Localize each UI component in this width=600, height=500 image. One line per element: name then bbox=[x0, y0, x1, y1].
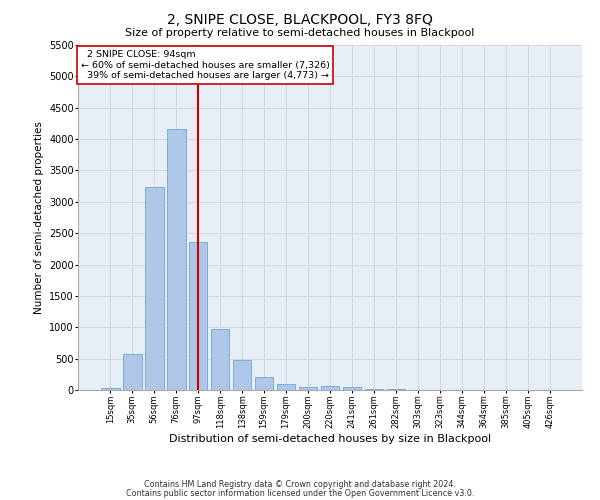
Bar bbox=[320, 386, 340, 390]
Bar bbox=[145, 188, 164, 390]
Text: Size of property relative to semi-detached houses in Blackpool: Size of property relative to semi-detach… bbox=[125, 28, 475, 38]
Bar bbox=[343, 387, 361, 390]
Bar bbox=[167, 129, 185, 390]
Text: Contains HM Land Registry data © Crown copyright and database right 2024.: Contains HM Land Registry data © Crown c… bbox=[144, 480, 456, 489]
Bar bbox=[299, 386, 317, 390]
Text: 2 SNIPE CLOSE: 94sqm
← 60% of semi-detached houses are smaller (7,326)
  39% of : 2 SNIPE CLOSE: 94sqm ← 60% of semi-detac… bbox=[80, 50, 329, 80]
Bar bbox=[211, 329, 229, 390]
Bar bbox=[189, 242, 208, 390]
Bar bbox=[277, 384, 295, 390]
Bar bbox=[233, 360, 251, 390]
Text: Contains public sector information licensed under the Open Government Licence v3: Contains public sector information licen… bbox=[126, 488, 474, 498]
Text: 2, SNIPE CLOSE, BLACKPOOL, FY3 8FQ: 2, SNIPE CLOSE, BLACKPOOL, FY3 8FQ bbox=[167, 12, 433, 26]
Bar bbox=[365, 388, 383, 390]
Y-axis label: Number of semi-detached properties: Number of semi-detached properties bbox=[34, 121, 44, 314]
Bar bbox=[101, 388, 119, 390]
Bar bbox=[123, 354, 142, 390]
X-axis label: Distribution of semi-detached houses by size in Blackpool: Distribution of semi-detached houses by … bbox=[169, 434, 491, 444]
Bar bbox=[255, 377, 274, 390]
